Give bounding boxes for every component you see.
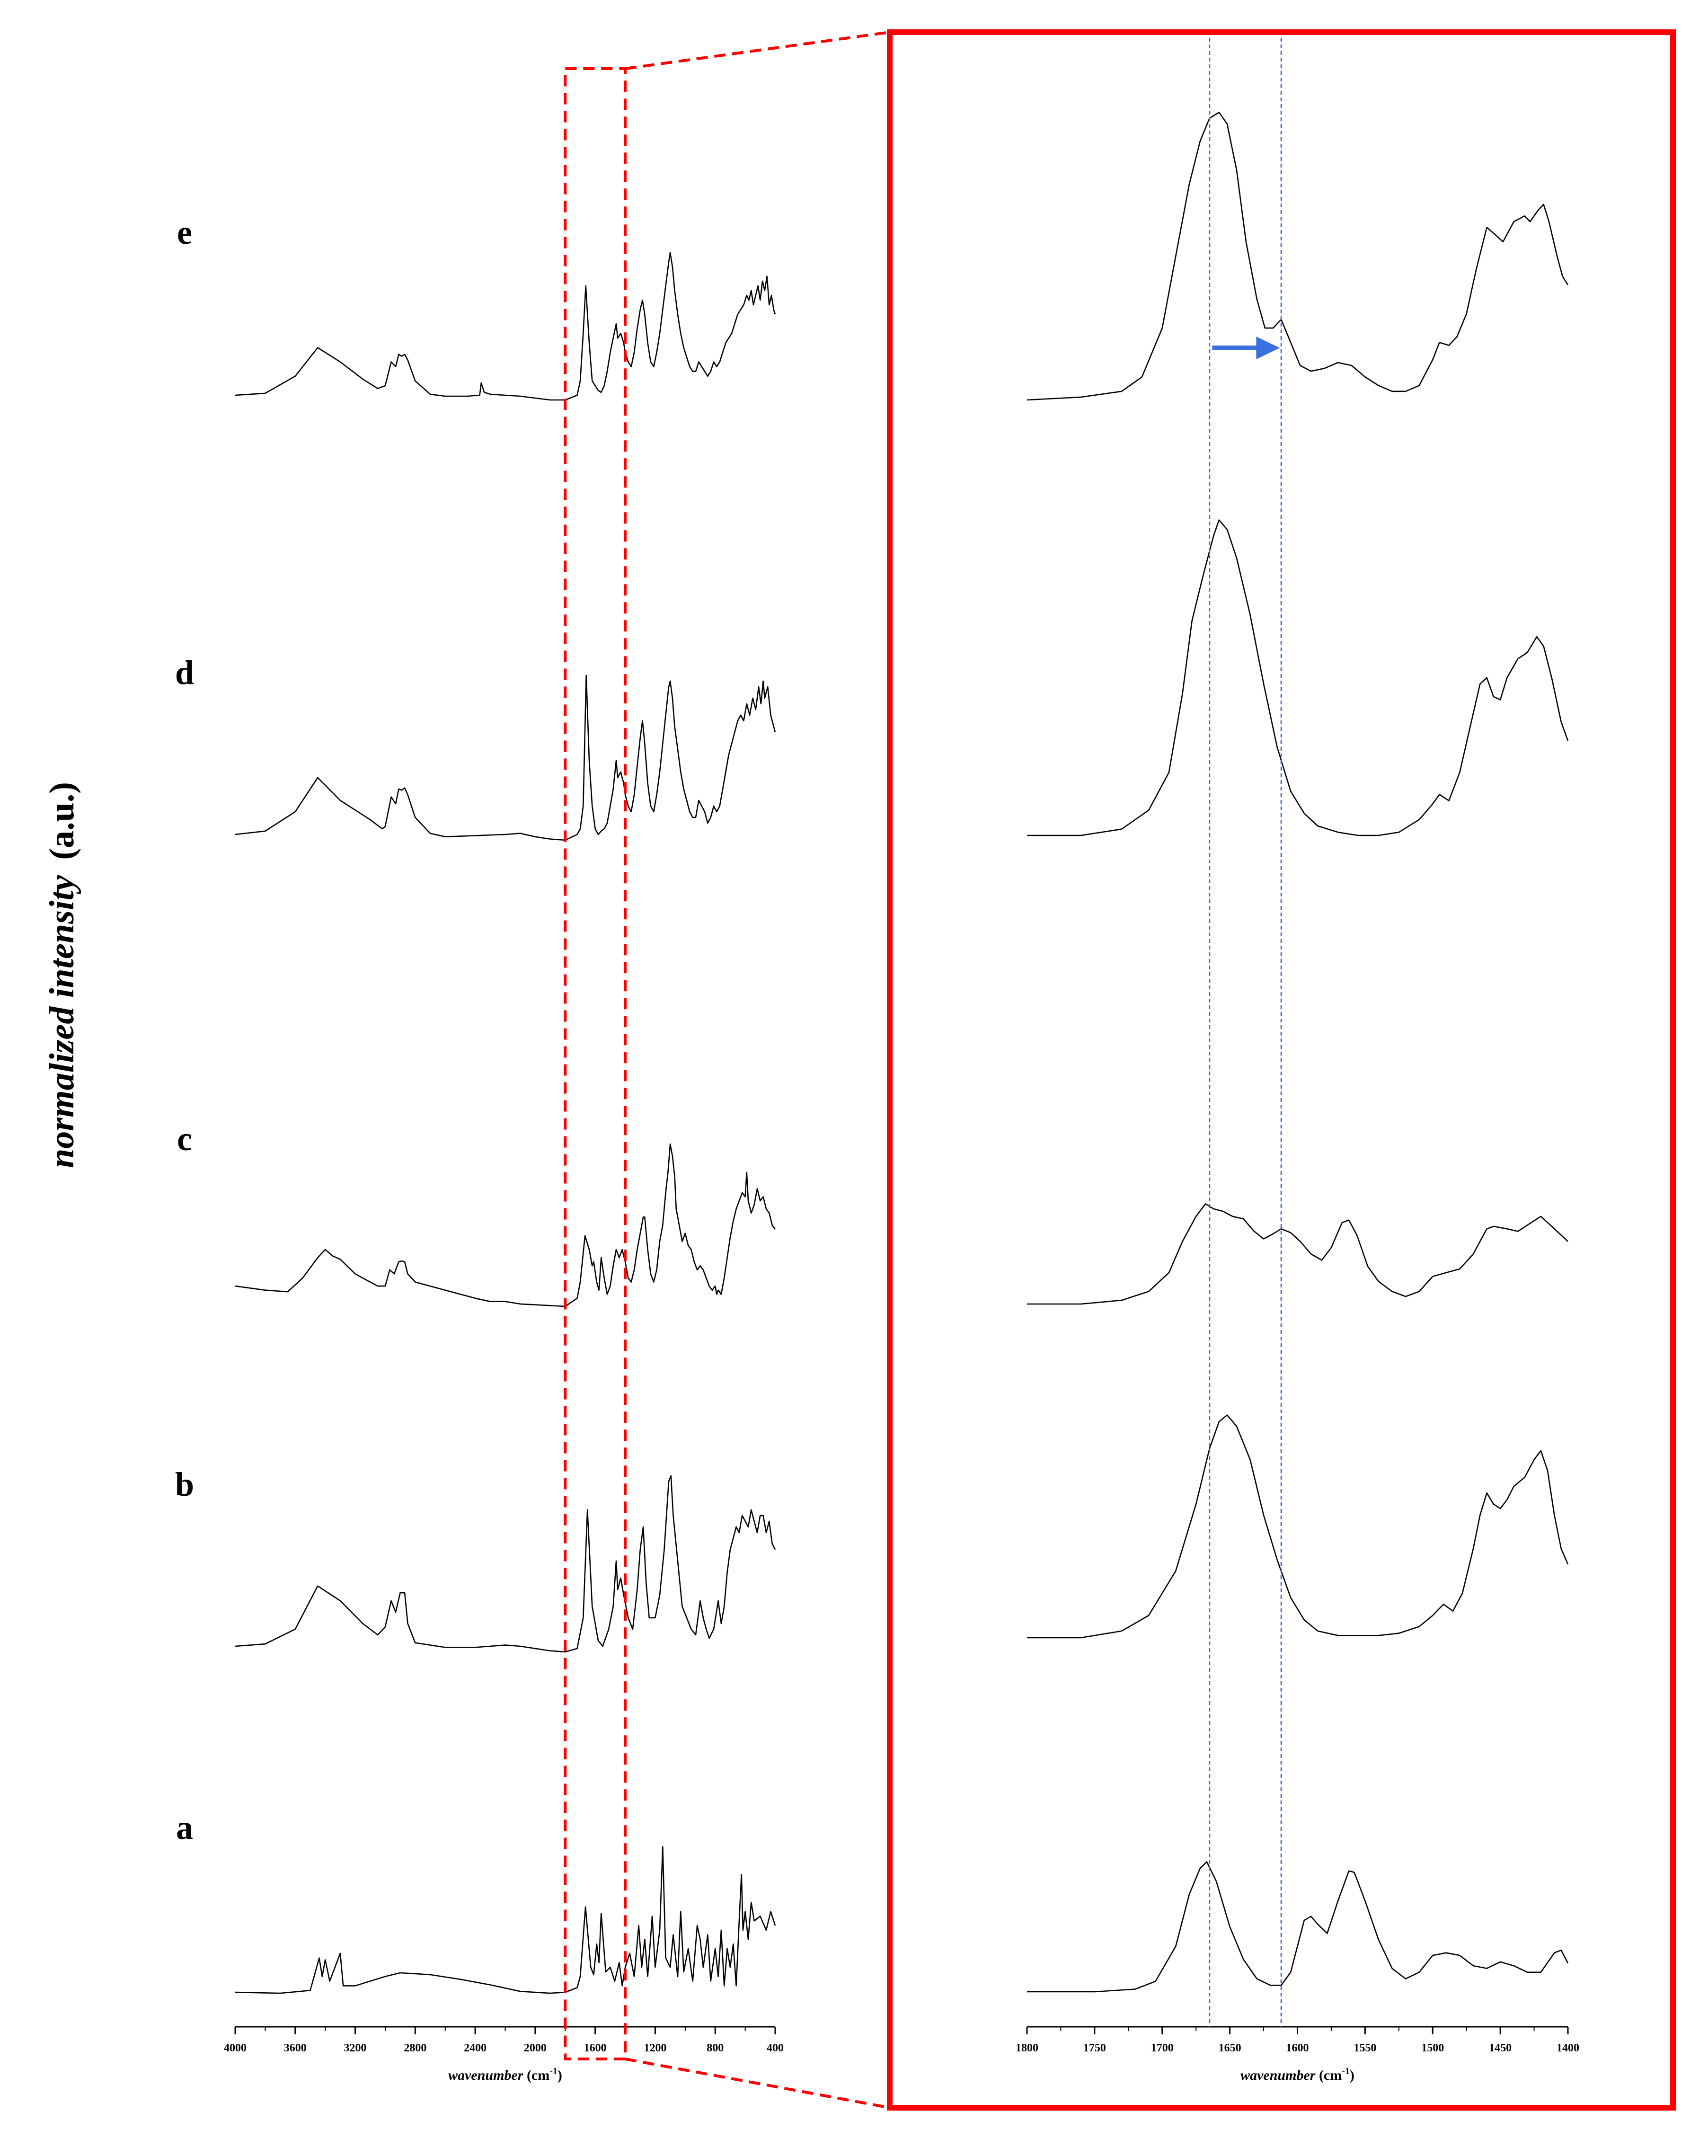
full-spectrum-curve-c	[235, 1143, 776, 1307]
zoom-x-tick-label-1800: 1800	[1016, 2042, 1038, 2054]
zoom-x-tick-label-1500: 1500	[1421, 2042, 1444, 2054]
full-spectrum-panel: a b c d e 4000 3600 3200 2800 2400 2000 1600 1200 800…	[175, 213, 784, 2083]
full-spectrum-x-tick-label-2800: 2800	[404, 2042, 426, 2054]
zoom-x-tick-label-1650: 1650	[1219, 2042, 1241, 2054]
curve-label-d: d	[175, 654, 194, 692]
zoom-x-tick-label-1600: 1600	[1286, 2042, 1309, 2054]
full-spectrum-curve-b	[235, 1475, 776, 1653]
zoom-panel: 1800 1750 1700 1650 1600 1550 1500 1450 1400 wave…	[1016, 38, 1579, 2083]
shift-arrow-head	[1256, 337, 1280, 359]
full-spectrum-x-tick-label-1200: 1200	[644, 2042, 666, 2054]
full-spectrum-curve-d	[235, 674, 776, 841]
full-spectrum-x-tick-label-2000: 2000	[524, 2042, 547, 2054]
highlight-overlay	[564, 29, 1676, 2111]
zoom-curve-a	[1027, 1861, 1569, 1993]
full-spectrum-x-tick-label-2400: 2400	[464, 2042, 487, 2054]
y-axis-label-group: normalized intensity (a.u.)	[43, 782, 81, 1168]
connector-top	[625, 31, 890, 70]
zoom-curve-d	[1027, 519, 1569, 836]
curve-label-c: c	[177, 1120, 192, 1158]
zoom-frame-box	[887, 29, 1676, 2111]
full-spectrum-x-tick-label-3600: 3600	[284, 2042, 307, 2054]
curve-label-e: e	[177, 213, 192, 251]
curve-label-b: b	[175, 1465, 194, 1503]
zoom-x-axis-label: wavenumber (cm-1)	[1240, 2066, 1354, 2083]
zoom-x-tick-label-1700: 1700	[1151, 2042, 1174, 2054]
highlight-dashed-box	[564, 67, 627, 2060]
full-spectrum-curve-e	[235, 252, 776, 401]
connector-bottom	[625, 2058, 890, 2109]
zoom-x-tick-label-1750: 1750	[1083, 2042, 1106, 2054]
full-spectrum-x-tick-label-1600: 1600	[584, 2042, 607, 2054]
full-spectrum-x-tick-label-4000: 4000	[224, 2042, 247, 2054]
zoom-curve-b	[1027, 1414, 1569, 1639]
full-spectrum-x-tick-label-800: 800	[707, 2042, 724, 2054]
full-spectrum-x-axis-label: wavenumber (cm-1)	[448, 2066, 562, 2083]
zoom-x-tick-label-1550: 1550	[1354, 2042, 1376, 2054]
y-axis-label-units: (a.u.)	[43, 782, 81, 860]
zoom-x-tick-label-1450: 1450	[1489, 2042, 1512, 2054]
zoom-x-tick-label-1400: 1400	[1557, 2042, 1579, 2054]
full-spectrum-x-tick-label-3200: 3200	[344, 2042, 367, 2054]
zoom-curve-c	[1027, 1203, 1568, 1305]
full-spectrum-curve-a	[235, 1846, 776, 1994]
curve-label-a: a	[176, 1809, 193, 1846]
full-spectrum-x-tick-label-400: 400	[767, 2042, 784, 2054]
zoom-curve-e	[1027, 112, 1569, 401]
y-axis-label-italic: normalized intensity	[43, 875, 81, 1168]
y-axis-label: normalized intensity (a.u.)	[43, 782, 81, 1168]
